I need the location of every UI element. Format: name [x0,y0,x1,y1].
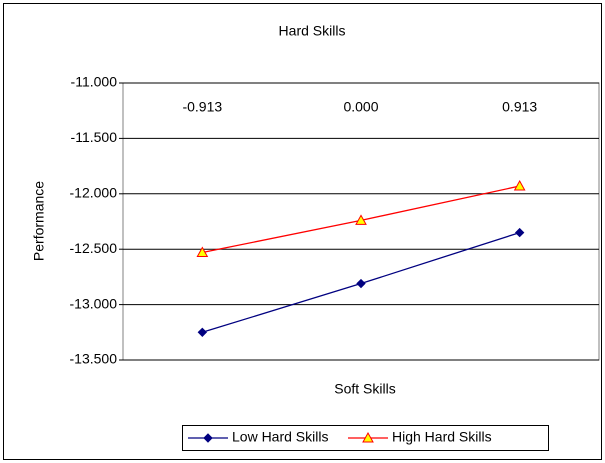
y-tick-label: -12.500 [70,240,118,256]
y-tick-label: -11.500 [71,129,118,145]
x-tick-label: 0.913 [502,99,537,115]
y-axis-label: Performance [31,181,47,261]
x-tick-label: 0.000 [343,99,378,115]
y-tick-label: -13.000 [70,295,118,311]
data-point [355,214,367,225]
data-point [196,246,209,258]
y-tick-label: -13.500 [70,351,118,367]
legend-label: Low Hard Skills [232,429,328,445]
x-tick-label: -0.913 [182,99,222,115]
legend-label: High Hard Skills [392,429,492,445]
y-tick-label: -12.000 [70,185,118,201]
x-axis-label: Soft Skills [334,381,395,397]
data-point [514,227,525,238]
legend-marker [362,431,374,443]
y-tick-label: -11.000 [71,74,118,90]
legend-marker [203,433,213,443]
data-point [513,180,526,191]
data-point [356,278,366,289]
chart-title: Hard Skills [279,23,346,39]
data-point [197,327,208,338]
